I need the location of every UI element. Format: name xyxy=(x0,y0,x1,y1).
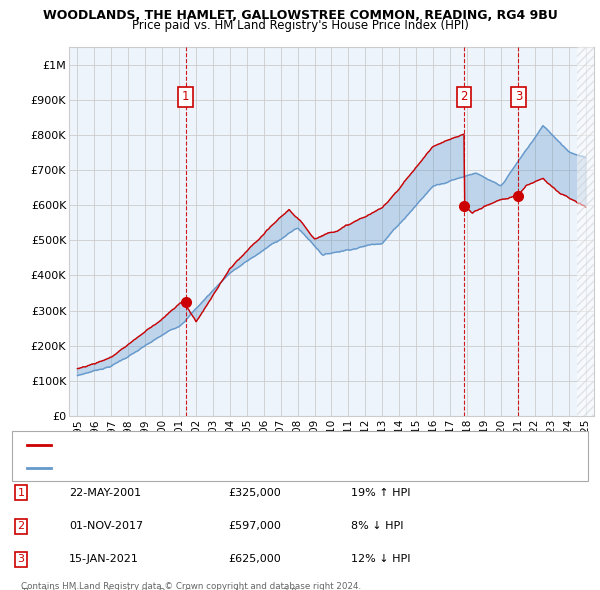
Text: HPI: Average price, detached house, South Oxfordshire: HPI: Average price, detached house, Sout… xyxy=(55,463,296,473)
Text: 8% ↓ HPI: 8% ↓ HPI xyxy=(351,522,404,531)
Text: £597,000: £597,000 xyxy=(228,522,281,531)
Bar xyxy=(577,47,594,416)
Text: 2: 2 xyxy=(460,90,468,103)
Text: 19% ↑ HPI: 19% ↑ HPI xyxy=(351,488,410,497)
Text: 22-MAY-2001: 22-MAY-2001 xyxy=(69,488,141,497)
Text: 15-JAN-2021: 15-JAN-2021 xyxy=(69,555,139,564)
Text: 1: 1 xyxy=(17,488,25,497)
Text: 01-NOV-2017: 01-NOV-2017 xyxy=(69,522,143,531)
Text: 3: 3 xyxy=(17,555,25,564)
Text: 1: 1 xyxy=(182,90,189,103)
Text: WOODLANDS, THE HAMLET, GALLOWSTREE COMMON, READING, RG4 9BU: WOODLANDS, THE HAMLET, GALLOWSTREE COMMO… xyxy=(43,9,557,22)
Text: WOODLANDS, THE HAMLET, GALLOWSTREE COMMON, READING, RG4 9BU (detached ho…: WOODLANDS, THE HAMLET, GALLOWSTREE COMMO… xyxy=(55,440,451,449)
Text: Price paid vs. HM Land Registry's House Price Index (HPI): Price paid vs. HM Land Registry's House … xyxy=(131,19,469,32)
Text: £625,000: £625,000 xyxy=(228,555,281,564)
Text: 12% ↓ HPI: 12% ↓ HPI xyxy=(351,555,410,564)
Text: 3: 3 xyxy=(515,90,522,103)
Bar xyxy=(577,47,594,416)
Text: This data is licensed under the Open Government Licence v3.0.: This data is licensed under the Open Gov… xyxy=(21,588,299,590)
Text: 2: 2 xyxy=(17,522,25,531)
Text: Contains HM Land Registry data © Crown copyright and database right 2024.: Contains HM Land Registry data © Crown c… xyxy=(21,582,361,590)
Text: £325,000: £325,000 xyxy=(228,488,281,497)
